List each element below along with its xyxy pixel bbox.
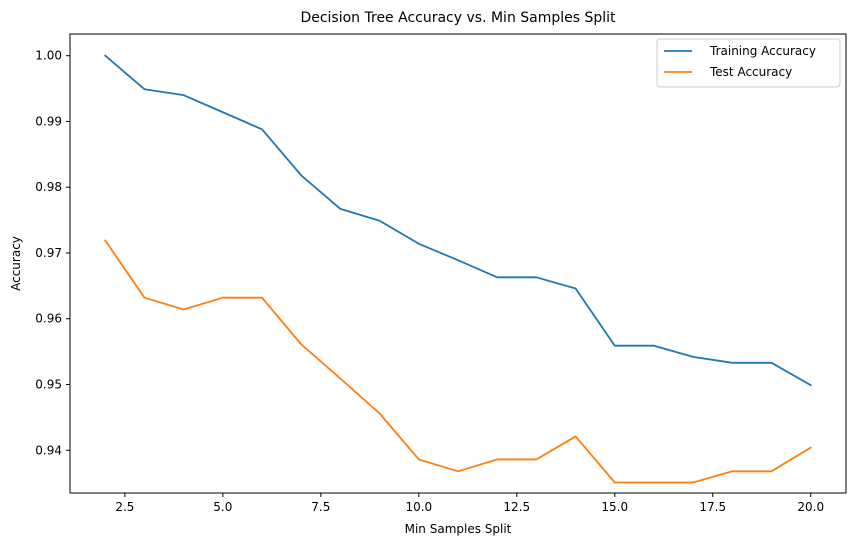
y-tick-label: 1.00 (35, 49, 62, 63)
x-axis-label: Min Samples Split (405, 522, 512, 536)
series-line-test-accuracy (104, 239, 812, 484)
x-tick-label: 17.5 (699, 500, 726, 514)
plot-area-frame (69, 33, 847, 494)
legend-box (656, 38, 841, 88)
y-tick-label: 0.94 (35, 443, 62, 457)
x-tick-label: 15.0 (601, 500, 628, 514)
x-axis-ticks: 2.5 5.0 7.5 10.0 12.5 15.0 17.5 20.0 (115, 493, 824, 514)
legend-label-test-accuracy: Test Accuracy (709, 65, 792, 79)
y-tick-label: 0.98 (35, 180, 62, 194)
x-tick-label: 5.0 (213, 500, 232, 514)
series-layer (104, 54, 812, 484)
legend: Training Accuracy Test Accuracy (656, 38, 841, 88)
chart-title: Decision Tree Accuracy vs. Min Samples S… (300, 10, 616, 26)
y-axis-ticks: 0.94 0.95 0.96 0.97 0.98 0.99 1.00 (35, 49, 70, 457)
x-tick-label: 10.0 (405, 500, 432, 514)
x-tick-label: 7.5 (311, 500, 330, 514)
y-axis-label: Accuracy (9, 236, 23, 291)
x-tick-label: 20.0 (797, 500, 824, 514)
x-tick-label: 2.5 (115, 500, 134, 514)
y-tick-label: 0.97 (35, 246, 62, 260)
y-tick-label: 0.99 (35, 114, 62, 128)
y-tick-label: 0.95 (35, 377, 62, 391)
x-tick-label: 12.5 (503, 500, 530, 514)
legend-label-training-accuracy: Training Accuracy (709, 44, 816, 58)
y-tick-label: 0.96 (35, 312, 62, 326)
series-line-training-accuracy (104, 54, 812, 387)
legend-items: Training Accuracy Test Accuracy (664, 44, 816, 79)
